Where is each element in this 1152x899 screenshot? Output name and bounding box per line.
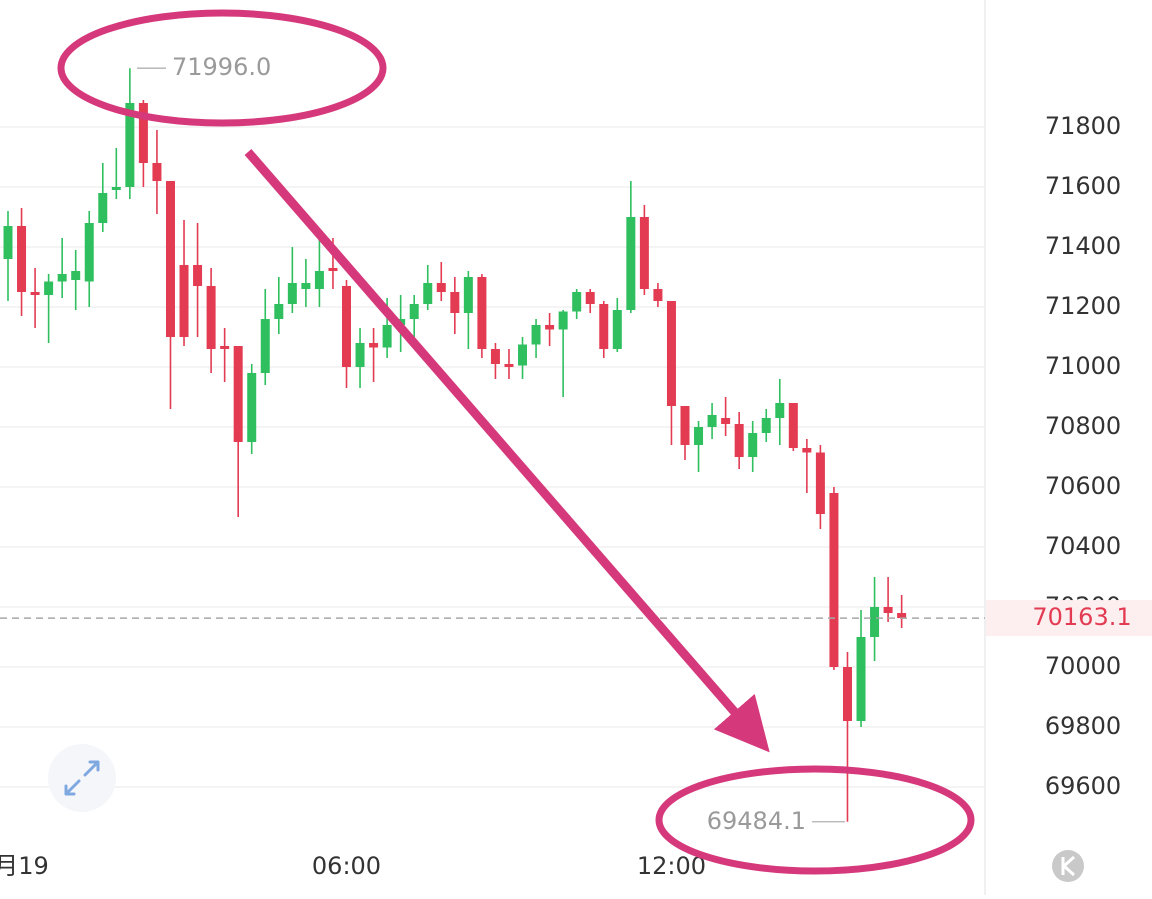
candle-body — [870, 607, 880, 637]
low-label: 69484.1 — [707, 807, 806, 835]
x-tick-label: 月19 — [0, 852, 49, 880]
candle-body — [775, 403, 785, 418]
y-tick-label: 70600 — [1045, 472, 1121, 500]
candle-body — [504, 364, 514, 367]
candle-body — [57, 274, 67, 282]
candle-body — [355, 343, 365, 367]
candle-body — [707, 415, 717, 427]
candle-body — [287, 283, 297, 304]
y-tick-label: 70400 — [1045, 532, 1121, 560]
candle-body — [342, 286, 351, 367]
candle-body — [206, 286, 216, 349]
candle-body — [165, 181, 175, 337]
candle-body — [30, 292, 40, 295]
candle-body — [463, 277, 473, 313]
candle-body — [802, 448, 812, 453]
candle-body — [450, 292, 460, 313]
candle-body — [44, 281, 54, 295]
highlight-ellipse — [57, 9, 387, 127]
candle-body — [883, 607, 893, 613]
candle-body — [545, 325, 555, 330]
fullscreen-button[interactable] — [48, 744, 116, 812]
candle-body — [274, 304, 284, 319]
candle-body — [626, 217, 636, 310]
candle-body — [897, 613, 907, 619]
y-tick-label: 70800 — [1045, 412, 1121, 440]
candle-body — [531, 325, 541, 345]
candle-body — [558, 311, 568, 330]
candle-body — [585, 292, 595, 304]
candle-body — [260, 319, 270, 373]
candle-body — [829, 493, 839, 667]
candle-body — [247, 373, 257, 442]
candles — [3, 68, 907, 822]
high-label: 71996.0 — [172, 53, 271, 81]
candle-body — [734, 424, 744, 457]
candle-body — [152, 163, 162, 181]
y-tick-label: 71400 — [1045, 232, 1121, 260]
candle-body — [721, 418, 731, 424]
candle-body — [761, 418, 771, 433]
candle-body — [572, 292, 582, 312]
candle-body — [179, 265, 189, 337]
candle-body — [518, 344, 528, 366]
y-tick-label: 71000 — [1045, 352, 1121, 380]
candle-body — [748, 433, 758, 457]
candle-body — [220, 346, 230, 349]
candle-body — [409, 304, 419, 319]
candle-body — [84, 223, 94, 282]
candle-body — [71, 271, 81, 280]
candle-body — [815, 452, 825, 514]
candle-body — [125, 103, 135, 187]
x-tick-label: 12:00 — [637, 852, 706, 880]
candle-body — [17, 226, 27, 292]
last-price-tag — [986, 600, 1152, 637]
y-tick-label: 70000 — [1045, 652, 1121, 680]
x-tick-label: 06:00 — [312, 852, 381, 880]
candle-body — [301, 283, 311, 289]
highlight-ellipse — [655, 765, 975, 875]
k-button[interactable] — [1052, 850, 1084, 882]
labels: 6960069800700007020070400706007080071000… — [0, 53, 1152, 880]
candle-body — [193, 265, 203, 286]
candle-body — [599, 304, 609, 349]
candle-body — [436, 283, 446, 292]
candle-body — [666, 301, 676, 406]
candle-body — [856, 637, 866, 721]
y-tick-label: 71200 — [1045, 292, 1121, 320]
candle-body — [788, 403, 798, 448]
candle-body — [382, 325, 392, 348]
candle-body — [477, 277, 487, 349]
y-tick-label: 71600 — [1045, 172, 1121, 200]
candle-body — [3, 226, 13, 259]
candle-body — [639, 217, 649, 289]
y-tick-label: 71800 — [1045, 112, 1121, 140]
candle-body — [111, 187, 121, 190]
candle-body — [233, 346, 243, 442]
y-tick-label: 69800 — [1045, 712, 1121, 740]
candle-body — [653, 289, 663, 301]
last-price-label: 70163.1 — [1032, 603, 1131, 631]
candle-body — [328, 268, 338, 271]
trend-arrow — [244, 149, 770, 753]
candle-body — [138, 103, 148, 163]
y-tick-label: 69600 — [1045, 772, 1121, 800]
candle-body — [490, 349, 500, 364]
candle-body — [694, 427, 704, 445]
candle-body — [842, 667, 852, 721]
candle-body — [680, 406, 690, 445]
candle-body — [612, 310, 622, 349]
grid — [0, 126, 985, 788]
candle-body — [423, 283, 433, 304]
candle-body — [98, 193, 108, 223]
candle-body — [314, 271, 324, 289]
candle-body — [369, 343, 379, 348]
